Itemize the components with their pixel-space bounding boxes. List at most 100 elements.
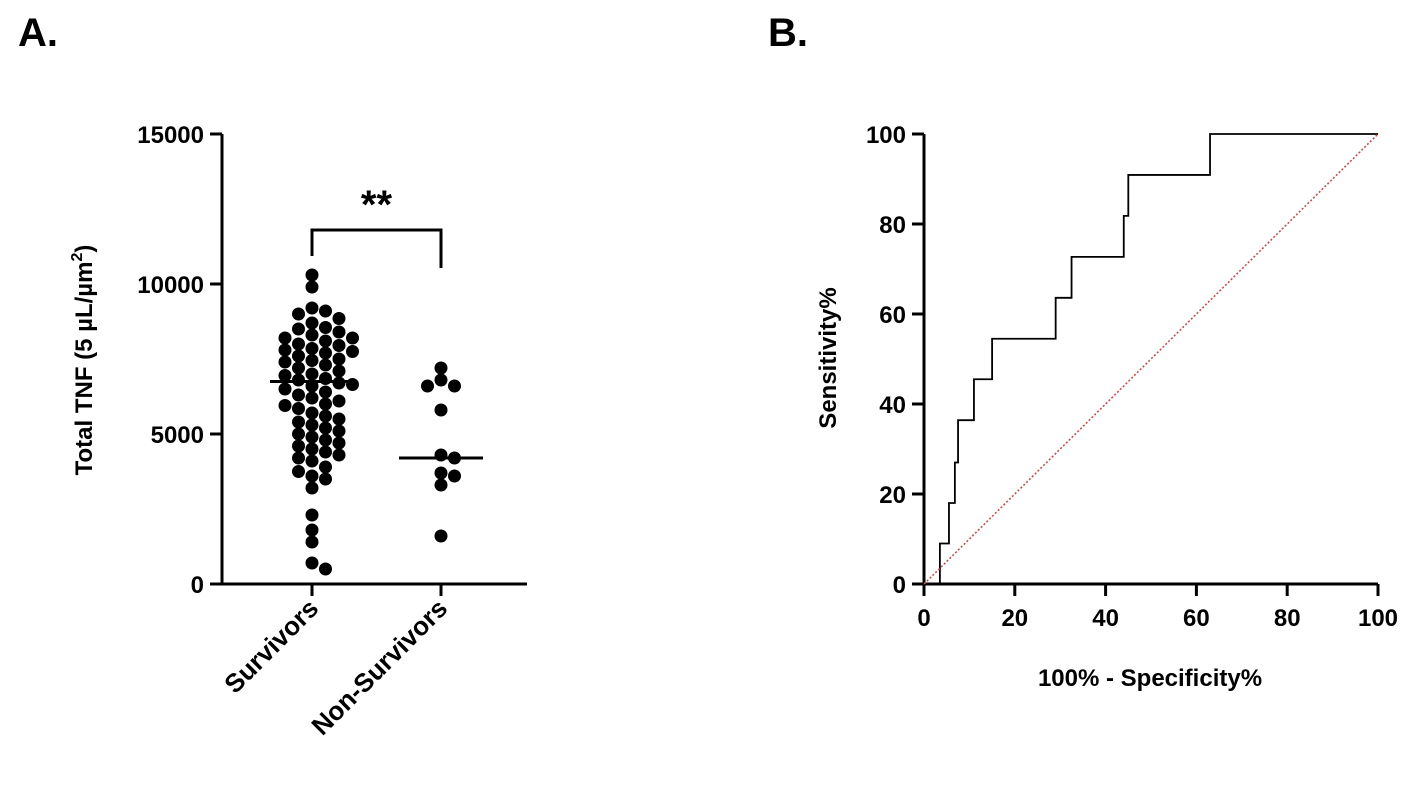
data-point [332,364,346,378]
x-tick-label: 60 [1183,605,1210,632]
data-point [305,268,319,282]
x-tick-label: 40 [1092,605,1119,632]
y-tick-label: 60 [879,302,906,329]
data-point [278,355,292,369]
data-point [292,349,305,363]
data-point [278,343,292,357]
data-point [332,325,346,339]
data-point [292,361,305,375]
data-point [305,367,319,381]
y-axis-b: 0 20 40 60 80 100 [866,122,926,599]
data-point [305,354,319,367]
x-tick-label: 0 [917,605,930,632]
reference-diagonal-line [923,133,1379,585]
data-point [319,421,332,435]
data-point [319,304,332,318]
data-point [319,433,332,447]
data-point [305,328,319,342]
y-axis-label: Total TNF (5 µL/µm2) [69,245,98,476]
data-point [292,322,305,336]
data-point [292,465,305,478]
y-tick-label: 10000 [137,272,204,299]
data-point [305,481,319,495]
data-point [278,331,292,345]
data-point [305,523,319,537]
significance-label: ** [361,183,393,227]
y-tick-label: 5000 [151,422,204,449]
data-point [292,439,305,453]
data-point [305,469,319,483]
roc-curve-line [938,133,1378,584]
category-label: Survivors [218,593,324,699]
data-point [421,379,434,393]
median-lines [270,380,483,460]
data-point [305,442,319,456]
data-point [278,382,292,396]
data-point [319,460,332,474]
data-point [305,535,319,549]
roc-lines [923,133,1379,585]
y-axis-label-main: Total TNF (5 [71,332,98,476]
data-point [305,342,319,355]
data-point [434,529,448,543]
panel-label-a: A. [18,11,58,55]
y-tick-label: 0 [893,572,906,599]
data-point [346,378,359,391]
y-axis-label-unit: µL/µm [71,262,98,332]
data-point [319,445,332,459]
data-point [319,409,332,423]
data-points [278,268,461,576]
y-tick-label: 20 [879,482,906,509]
data-point [332,448,346,462]
data-point [319,385,332,399]
data-point [319,321,332,334]
y-axis-label-superscript: 2 [69,253,86,262]
data-point [305,418,319,432]
data-point [319,372,332,385]
data-point [434,466,448,480]
x-tick-label: 100 [1358,605,1398,632]
y-tick-label: 0 [191,572,204,599]
data-point [305,406,319,420]
significance-bracket: ** [310,183,443,268]
data-point [292,307,305,321]
y-axis-label-b: Sensitivity% [815,287,842,428]
data-point [278,399,292,412]
data-point [332,412,346,426]
data-point [319,397,332,411]
y-tick-label: 80 [879,212,906,239]
y-tick-label: 15000 [137,122,204,149]
data-point [332,436,346,450]
data-point [292,337,305,351]
data-point [332,424,346,438]
data-point [292,427,305,441]
y-tick-label: 40 [879,392,906,419]
data-point [332,394,346,408]
x-axis-b: 0 20 40 60 80 100 [917,582,1398,632]
x-axis-label-b: 100% - Specificity% [1038,665,1262,692]
data-point [292,402,305,415]
category-label: Non-Survivors [305,593,453,741]
y-tick-label: 100 [866,122,906,149]
data-point [319,346,332,360]
data-point [434,361,448,375]
data-point [292,451,305,465]
x-tick-label: 80 [1274,605,1301,632]
data-point [434,478,448,492]
data-point [305,316,319,330]
bracket-line [310,228,443,268]
y-axis-label-close: ) [71,245,98,253]
x-tick-label: 20 [1001,605,1028,632]
panel-label-b: B. [768,11,808,55]
data-point [346,345,359,358]
data-point [346,331,359,345]
data-point [305,508,319,522]
data-point [434,373,448,387]
data-point [305,454,319,468]
data-point [305,301,319,315]
data-point [305,430,319,444]
data-point [319,472,332,486]
data-point [434,403,448,417]
data-point [292,388,305,402]
